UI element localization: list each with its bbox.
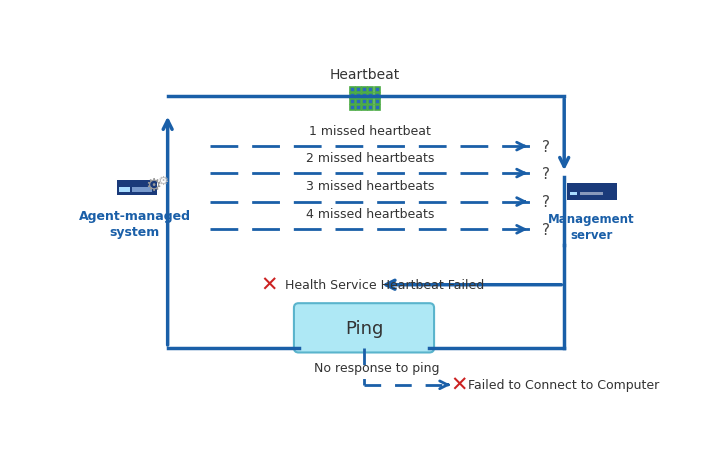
Text: Management
server: Management server: [548, 213, 634, 242]
Bar: [117, 181, 157, 196]
Bar: [356, 94, 361, 99]
Bar: [368, 106, 373, 111]
Bar: [363, 106, 368, 111]
Bar: [119, 187, 130, 192]
Text: ?: ?: [542, 139, 550, 154]
Bar: [363, 94, 368, 99]
FancyBboxPatch shape: [294, 303, 434, 353]
Bar: [356, 100, 361, 105]
Text: Agent-managed
system: Agent-managed system: [78, 210, 191, 239]
Bar: [368, 100, 373, 105]
Bar: [368, 94, 373, 99]
Text: 4 missed heartbeats: 4 missed heartbeats: [306, 207, 434, 221]
Bar: [375, 87, 380, 92]
Text: 3 missed heartbeats: 3 missed heartbeats: [306, 180, 434, 193]
Text: ?: ?: [542, 195, 550, 210]
Bar: [350, 100, 355, 105]
Text: No response to ping: No response to ping: [314, 361, 439, 374]
Bar: [363, 100, 368, 105]
Text: ?: ?: [542, 166, 550, 181]
Text: ⚙: ⚙: [146, 176, 162, 194]
Text: Health Service Heartbeat Failed: Health Service Heartbeat Failed: [284, 278, 484, 292]
Bar: [580, 192, 604, 196]
Bar: [375, 100, 380, 105]
Bar: [132, 187, 152, 192]
Bar: [368, 87, 373, 92]
Text: ✕: ✕: [450, 375, 467, 395]
Text: 1 missed heartbeat: 1 missed heartbeat: [309, 125, 431, 137]
Text: Heartbeat: Heartbeat: [330, 68, 400, 82]
Bar: [375, 106, 380, 111]
Text: ?: ?: [542, 222, 550, 237]
Bar: [350, 94, 355, 99]
Bar: [356, 87, 361, 92]
Text: 2 missed heartbeats: 2 missed heartbeats: [306, 152, 434, 164]
Bar: [350, 87, 355, 92]
Text: ✕: ✕: [260, 275, 278, 295]
Text: Failed to Connect to Computer: Failed to Connect to Computer: [468, 379, 659, 391]
Bar: [356, 106, 361, 111]
Bar: [375, 94, 380, 99]
Bar: [567, 184, 616, 201]
Text: ⚙: ⚙: [157, 174, 169, 187]
Bar: [350, 106, 355, 111]
Bar: [570, 192, 577, 196]
Bar: [363, 87, 368, 92]
Text: Ping: Ping: [345, 319, 383, 337]
